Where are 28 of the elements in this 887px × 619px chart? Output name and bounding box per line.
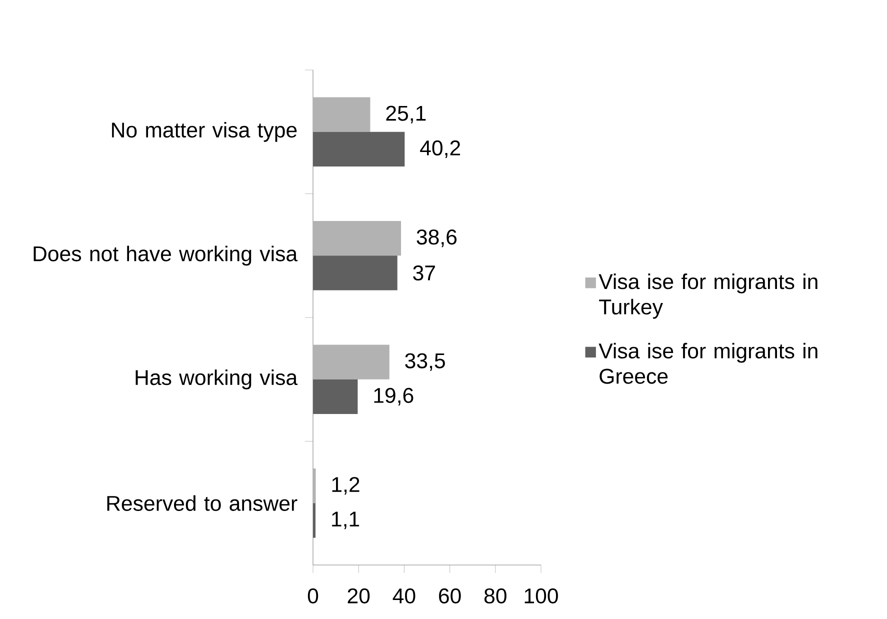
bar xyxy=(313,97,370,132)
bar xyxy=(313,220,402,256)
data-label: 1,1 xyxy=(332,512,360,530)
y-tick-label: No matter visa type xyxy=(112,122,297,142)
x-tick-label: 60 xyxy=(439,588,461,604)
legend-label: Visa ise for migrants in Turkey xyxy=(598,274,818,319)
y-tick-label: Reserved to answer xyxy=(107,495,298,511)
data-label: 38,6 xyxy=(416,229,457,248)
x-tick-label: 0 xyxy=(308,588,318,604)
bar xyxy=(313,379,358,414)
legend-label: Visa ise for migrants in Greece xyxy=(598,342,818,384)
data-label: 40,2 xyxy=(420,140,460,158)
x-tick-label: 100 xyxy=(524,588,558,604)
bar xyxy=(313,256,398,290)
bar xyxy=(313,132,405,167)
x-tick-label: 20 xyxy=(348,588,370,604)
data-label: 37 xyxy=(413,265,435,281)
y-tick-label: Does not have working visa xyxy=(34,246,298,266)
bar xyxy=(313,344,390,380)
data-label: 1,2 xyxy=(332,476,360,495)
bar xyxy=(313,468,316,504)
y-tick-label: Has working visa xyxy=(136,369,298,390)
x-tick-label: 40 xyxy=(392,588,416,604)
data-label: 19,6 xyxy=(374,388,414,406)
data-label: 25,1 xyxy=(386,106,426,124)
bar xyxy=(313,503,316,538)
data-label: 33,5 xyxy=(405,353,445,371)
x-tick-label: 80 xyxy=(484,588,506,604)
